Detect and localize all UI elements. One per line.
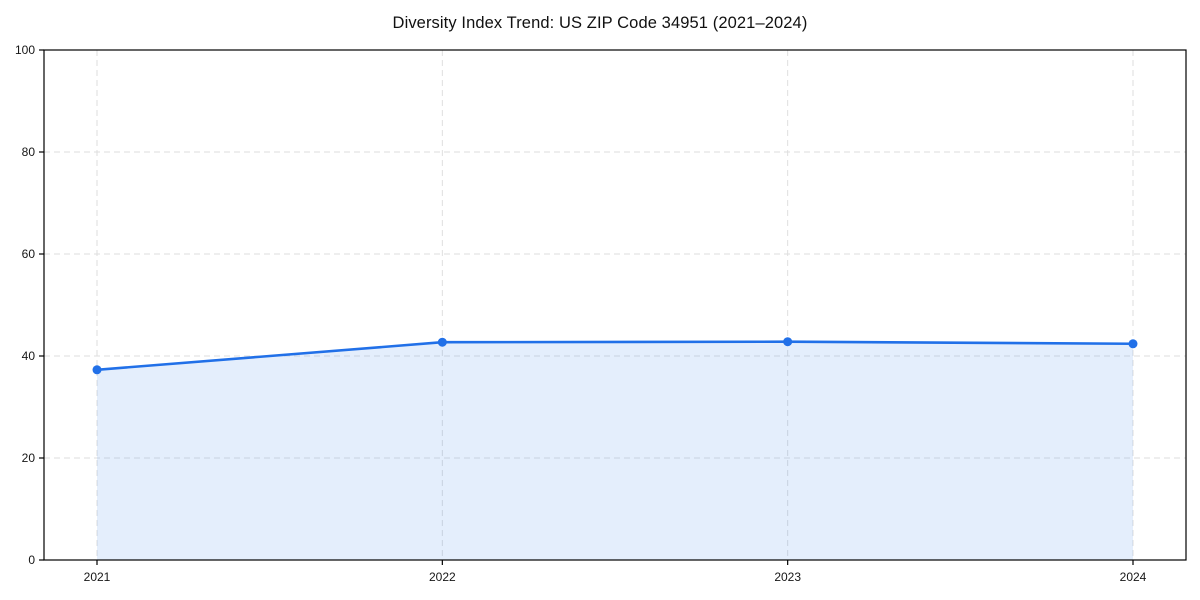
data-point [1128,339,1138,349]
plot-border [43,49,1187,561]
chart-title: Diversity Index Trend: US ZIP Code 34951… [392,14,808,32]
data-point [783,337,793,347]
y-tick-label: 20 [22,451,36,465]
y-tick-label: 40 [22,349,36,363]
y-tick-label: 0 [28,553,35,567]
x-tick-label: 2023 [774,570,801,584]
x-tick-label: 2022 [429,570,456,584]
x-tick-label: 2021 [84,570,111,584]
trend-line [95,340,1135,372]
x-tick-label: 2024 [1120,570,1147,584]
y-tick-label: 100 [15,43,35,57]
area-fill [97,341,1133,560]
data-point [92,365,102,375]
y-tick-label: 60 [22,247,36,261]
data-point [437,337,447,347]
y-tick-label: 80 [22,145,36,159]
